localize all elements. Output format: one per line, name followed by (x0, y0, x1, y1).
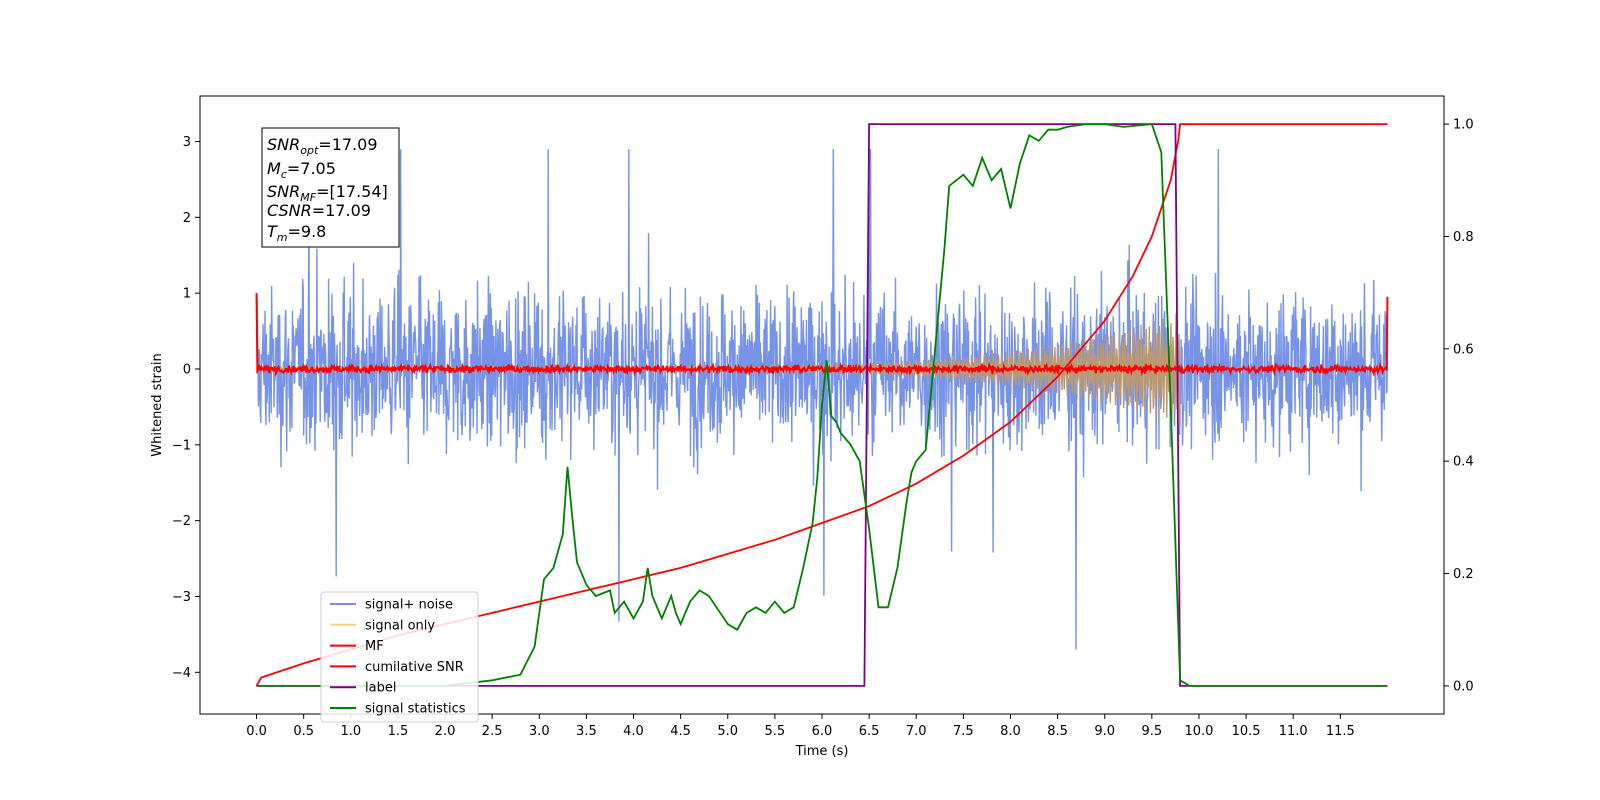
y-right-tick-label: 0.8 (1453, 230, 1474, 245)
x-tick-label: 7.0 (906, 724, 927, 739)
x-tick-label: 10.5 (1232, 724, 1261, 739)
y-right-tick-label: 0.0 (1453, 679, 1474, 694)
snr-mf-text: SNRMF=[17.54] (267, 182, 388, 204)
x-tick-label: 2.0 (435, 724, 456, 739)
x-axis: 0.0 0.5 1.0 1.5 2.0 2.5 3.0 3.5 4.0 4.5 5.0 5.5 6.0 6… (246, 714, 1355, 739)
x-tick-label: 5.5 (765, 724, 786, 739)
mf-series (255, 293, 1389, 377)
x-tick-label: 6.5 (859, 724, 880, 739)
info-box-frame (261, 127, 400, 248)
y-tick-label: −4 (172, 666, 191, 681)
y-right-tick-label: 0.6 (1453, 342, 1474, 357)
mc-text: Mc=7.05 (267, 159, 336, 181)
snr-opt-text: SNRopt=17.09 (267, 135, 378, 157)
legend-label: cumilative SNR (365, 660, 464, 675)
y-tick-label: −3 (172, 590, 191, 605)
legend-label: MF (365, 639, 384, 654)
tm-text: Tm=9.8 (267, 222, 326, 244)
legend-label: label (365, 681, 396, 696)
x-tick-label: 1.5 (388, 724, 409, 739)
x-tick-label: 0.5 (293, 724, 314, 739)
x-tick-label: 4.5 (670, 724, 691, 739)
y-right-tick-label: 0.2 (1453, 567, 1474, 582)
legend-label: signal+ noise (365, 598, 453, 613)
x-tick-label: 6.0 (812, 724, 833, 739)
y-tick-label: 2 (183, 211, 191, 226)
x-tick-label: 4.0 (623, 724, 644, 739)
x-tick-label: 8.0 (1000, 724, 1021, 739)
signal-statistics-line (256, 123, 1388, 687)
y-axis-label: Whitened strain (150, 353, 165, 456)
x-tick-label: 0.0 (246, 724, 267, 739)
legend-label: signal only (365, 618, 435, 633)
legend-frame (320, 591, 479, 723)
y-axis-right: 0.0 0.2 0.4 0.6 0.8 1.0 (1444, 118, 1474, 694)
y-tick-label: 0 (183, 362, 191, 377)
x-tick-label: 11.0 (1279, 724, 1308, 739)
x-axis-label: Time (s) (795, 744, 849, 759)
mf-line (255, 293, 1389, 377)
y-tick-label: 1 (183, 287, 191, 302)
y-right-tick-label: 1.0 (1453, 118, 1474, 133)
x-tick-label: 8.5 (1047, 724, 1068, 739)
x-tick-label: 9.0 (1094, 724, 1115, 739)
x-tick-label: 3.5 (576, 724, 597, 739)
x-tick-label: 7.5 (953, 724, 974, 739)
y-tick-label: −2 (172, 514, 191, 529)
x-tick-label: 1.0 (340, 724, 361, 739)
signal-statistics-series (256, 123, 1388, 687)
x-tick-label: 9.5 (1142, 724, 1163, 739)
x-tick-label: 3.0 (529, 724, 550, 739)
legend-label: signal statistics (365, 702, 466, 717)
x-tick-label: 2.5 (482, 724, 503, 739)
y-axis-left: −4 −3 −2 −1 0 1 2 3 (172, 135, 200, 681)
y-tick-label: −1 (172, 438, 191, 453)
y-right-tick-label: 0.4 (1453, 455, 1474, 470)
csnr-text: CSNR=17.09 (267, 201, 371, 220)
legend: signal+ noise signal only MF cumilative SNR… (320, 591, 479, 723)
info-annotation-box: SNRopt=17.09 Mc=7.05 SNRMF=[17.54] CSNR=… (261, 127, 400, 248)
y-tick-label: 3 (183, 135, 191, 150)
x-tick-label: 10.0 (1184, 724, 1213, 739)
x-tick-label: 5.0 (717, 724, 738, 739)
x-tick-label: 11.5 (1326, 724, 1355, 739)
